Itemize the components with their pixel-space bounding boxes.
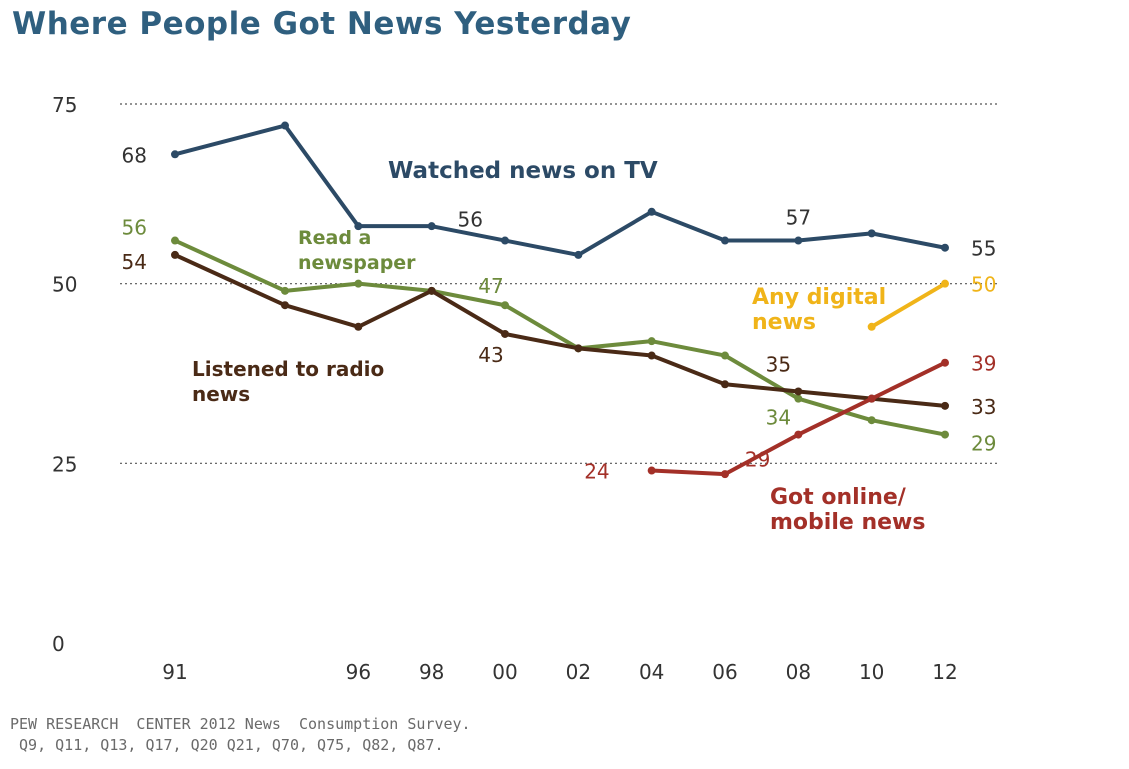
point-got-online-mobile-news-2008	[794, 430, 803, 439]
point-read-a-newspaper-2010	[867, 416, 876, 425]
x-tick-label-04: 04	[639, 660, 664, 684]
data-label-listened-to-radio-news-2008: 35	[766, 352, 791, 376]
data-labels: 68 56 57 55 56 47 34 29 54 43 35 33 24 29 39 50	[122, 143, 997, 483]
point-any-digital-news-2010	[867, 322, 876, 331]
data-label-watched-news-on-tv-2000: 56	[458, 208, 483, 232]
x-tick-label-08: 08	[786, 660, 811, 684]
data-label-listened-to-radio-news-2012: 33	[971, 395, 996, 419]
x-tick-label-02: 02	[566, 660, 591, 684]
series-name-read-a-newspaper-1: Read a	[298, 227, 371, 249]
source-line-1: PEW RESEARCH CENTER 2012 News Consumptio…	[10, 715, 471, 733]
data-label-listened-to-radio-news-1991: 54	[122, 250, 147, 274]
point-listened-to-radio-news-2006	[721, 380, 729, 389]
point-watched-news-on-tv-1998	[427, 222, 436, 231]
point-watched-news-on-tv-1991	[171, 150, 179, 159]
point-listened-to-radio-news-1994	[281, 301, 289, 310]
series-line-watched-news-on-tv	[174, 123, 946, 257]
series-name-listened-to-radio-news-1: Listened to radio	[192, 357, 384, 381]
point-read-a-newspaper-2000	[501, 301, 509, 310]
point-read-a-newspaper-1996	[354, 279, 363, 288]
point-read-a-newspaper-1991	[171, 236, 179, 245]
y-tick-label-50: 50	[52, 273, 77, 297]
x-tick-label-91: 91	[162, 660, 187, 684]
series-names: Watched news on TV Read a newspaper Listene…	[192, 158, 925, 535]
y-tick-label-0: 0	[52, 632, 65, 656]
point-read-a-newspaper-2008	[794, 394, 803, 403]
point-read-a-newspaper-1994	[281, 286, 289, 295]
series-name-any-digital-news-1: Any digital	[752, 285, 886, 310]
data-label-watched-news-on-tv-2008: 57	[786, 206, 811, 230]
point-listened-to-radio-news-2004	[647, 351, 656, 360]
x-tick-label-12: 12	[932, 660, 957, 684]
data-label-got-online-mobile-news-2004: 24	[584, 460, 609, 484]
series-name-read-a-newspaper-2: newspaper	[298, 252, 416, 274]
x-tick-label-06: 06	[712, 660, 737, 684]
data-label-read-a-newspaper-1991: 56	[122, 216, 147, 240]
point-listened-to-radio-news-2002	[574, 344, 583, 353]
point-listened-to-radio-news-1991	[171, 250, 179, 259]
x-tick-label-98: 98	[419, 660, 444, 684]
series-name-got-online-mobile-news-1: Got online/	[770, 485, 907, 510]
point-got-online-mobile-news-2012	[941, 358, 949, 367]
source-note: PEW RESEARCH CENTER 2012 News Consumptio…	[10, 714, 471, 756]
series-line-got-online-mobile-news	[651, 360, 946, 477]
x-tick-label-00: 00	[492, 660, 517, 684]
point-listened-to-radio-news-1996	[354, 322, 363, 331]
x-tick-label-96: 96	[346, 660, 371, 684]
data-label-read-a-newspaper-2008: 34	[766, 406, 791, 430]
point-read-a-newspaper-2012	[941, 430, 949, 439]
point-listened-to-radio-news-2012	[941, 401, 949, 410]
y-axis-ticks: 0 25 50 75	[52, 93, 77, 656]
point-watched-news-on-tv-2006	[721, 236, 729, 245]
point-read-a-newspaper-2004	[647, 337, 656, 346]
y-tick-label-75: 75	[52, 93, 77, 117]
point-listened-to-radio-news-2008	[794, 387, 803, 396]
source-line-2: Q9, Q11, Q13, Q17, Q20 Q21, Q70, Q75, Q8…	[10, 736, 444, 754]
point-watched-news-on-tv-2002	[574, 250, 583, 259]
point-got-online-mobile-news-2006	[721, 470, 729, 479]
point-watched-news-on-tv-1996	[354, 222, 363, 231]
point-watched-news-on-tv-2004	[647, 207, 656, 216]
series-line-any-digital-news	[870, 281, 947, 329]
data-label-watched-news-on-tv-1991: 68	[122, 143, 147, 167]
point-any-digital-news-2012	[941, 279, 949, 288]
data-label-read-a-newspaper-2012: 29	[971, 432, 996, 456]
point-got-online-mobile-news-2010	[867, 394, 876, 403]
series-name-any-digital-news-2: news	[752, 310, 816, 335]
data-label-any-digital-news-2012: 50	[971, 273, 996, 297]
point-watched-news-on-tv-2012	[941, 243, 949, 252]
point-watched-news-on-tv-2008	[794, 236, 803, 245]
point-listened-to-radio-news-1998	[427, 286, 436, 295]
data-label-got-online-mobile-news-2012: 39	[971, 352, 996, 376]
series-line-read-a-newspaper	[174, 238, 946, 437]
data-label-watched-news-on-tv-2012: 55	[971, 237, 996, 261]
point-listened-to-radio-news-2000	[501, 329, 509, 338]
point-watched-news-on-tv-1994	[281, 121, 289, 130]
series-name-watched-news-on-tv-1: Watched news on TV	[388, 158, 658, 184]
series-name-listened-to-radio-news-2: news	[192, 382, 250, 406]
x-axis-ticks: 91 96 98 00 02 04 06 08 10 12	[162, 660, 957, 684]
chart-title: Where People Got News Yesterday	[12, 6, 632, 42]
data-label-listened-to-radio-news-2000: 43	[478, 343, 503, 367]
series-name-got-online-mobile-news-2: mobile news	[770, 510, 925, 535]
series-lines	[171, 121, 949, 479]
point-watched-news-on-tv-2010	[867, 229, 876, 238]
y-tick-label-25: 25	[52, 452, 77, 476]
point-watched-news-on-tv-2000	[501, 236, 509, 245]
data-label-got-online-mobile-news-2008: 29	[745, 448, 770, 472]
x-tick-label-10: 10	[859, 660, 884, 684]
data-label-read-a-newspaper-2000: 47	[478, 274, 503, 298]
series-line-listened-to-radio-news	[174, 253, 946, 408]
point-read-a-newspaper-2006	[721, 351, 729, 360]
point-got-online-mobile-news-2004	[647, 466, 656, 475]
